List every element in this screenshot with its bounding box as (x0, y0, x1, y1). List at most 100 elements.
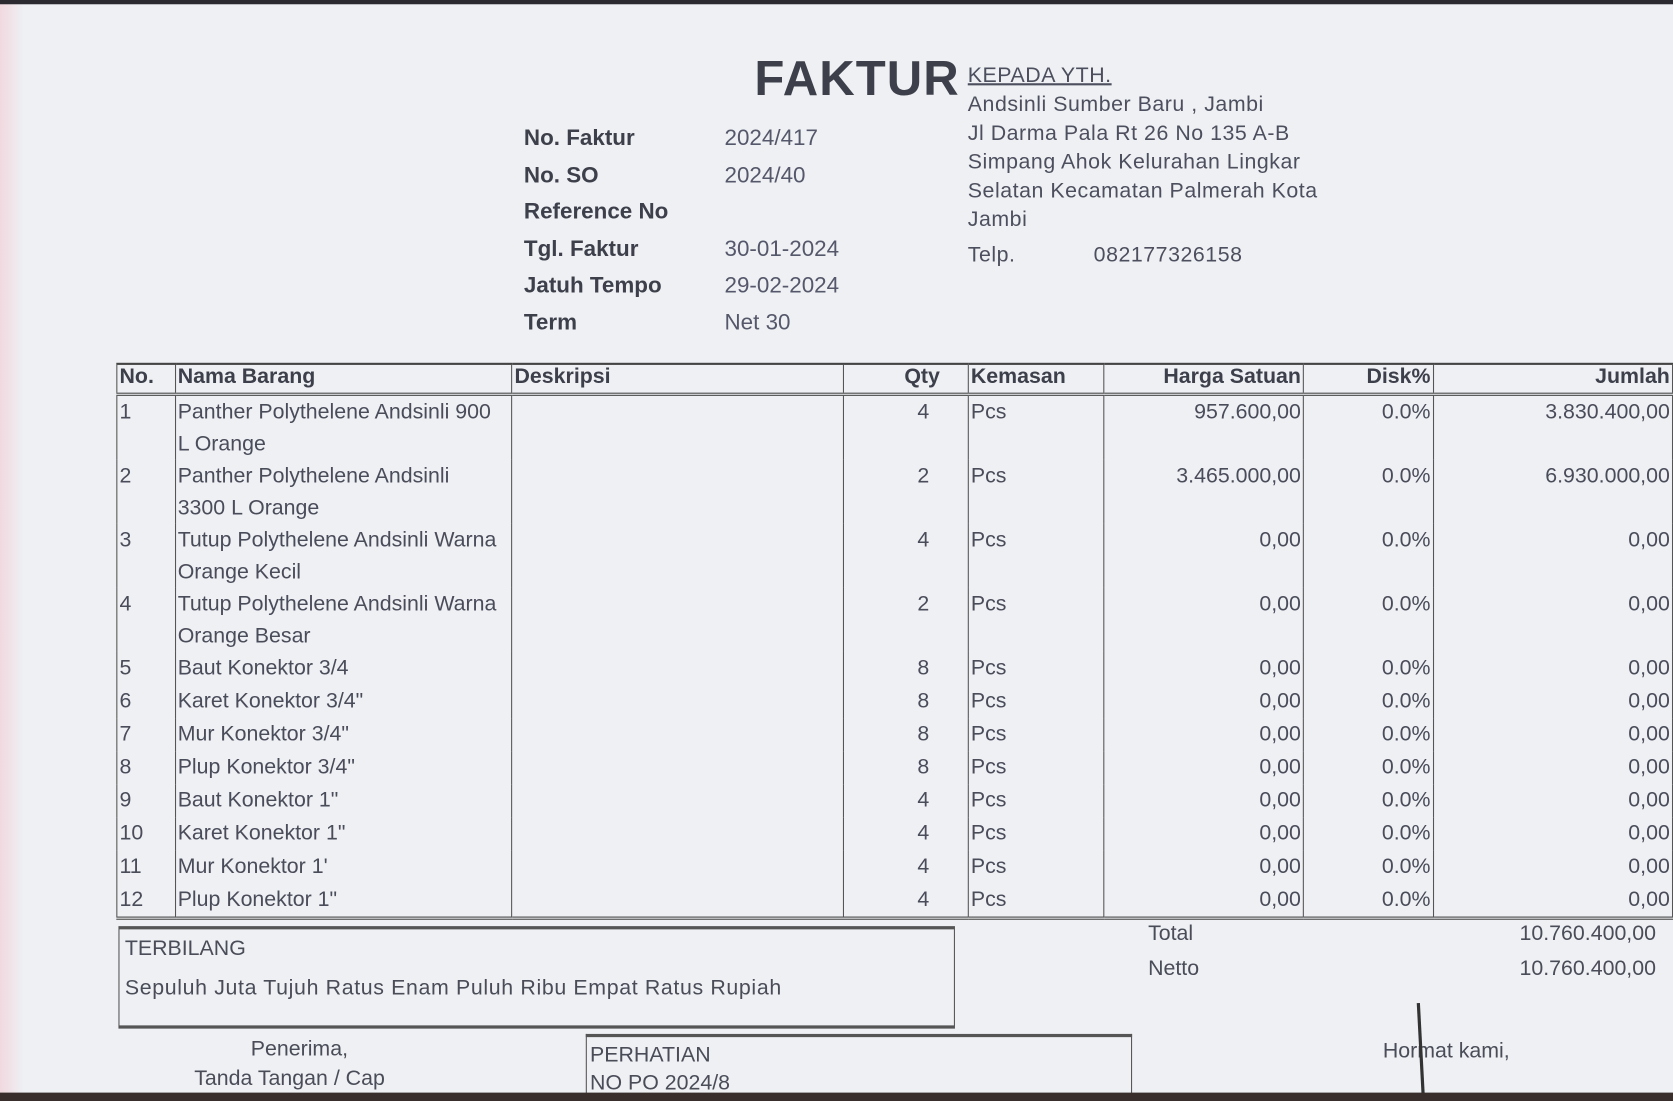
cell-name: Tutup Polythelene Andsinli Warna Orange … (174, 523, 513, 588)
cell-total: 0,00 (1432, 685, 1673, 719)
cell-total: 0,00 (1432, 817, 1673, 851)
meta-value: 30-01-2024 (724, 236, 840, 261)
signature-cap-label: Tanda Tangan / Cap (194, 1067, 385, 1091)
cell-qty: 4 (843, 850, 969, 884)
cell-no: 9 (116, 784, 176, 818)
cell-desc (511, 718, 845, 752)
cell-price: 3.465.000,00 (1103, 459, 1305, 524)
meta-label: Term (523, 309, 578, 335)
cell-name: Plup Konektor 3/4" (174, 751, 513, 785)
table-row: 1 Panther Polythelene Andsinli 900 L Ora… (116, 394, 1673, 460)
cell-desc (511, 459, 845, 524)
cell-qty: 4 (843, 784, 969, 818)
cell-name: Tutup Polythelene Andsinli Warna Orange … (174, 587, 513, 652)
cell-desc (511, 850, 845, 884)
col-qty: Qty (843, 362, 969, 396)
cell-no: 7 (116, 718, 176, 752)
cell-disc: 0.0% (1303, 817, 1434, 851)
cell-qty: 8 (843, 685, 969, 719)
cell-total: 0,00 (1432, 784, 1673, 818)
total-value: 10.760.400,00 (1519, 921, 1656, 946)
cell-unit: Pcs (967, 685, 1105, 719)
cell-disc: 0.0% (1303, 394, 1434, 460)
meta-row: Term Net 30 (524, 310, 839, 347)
cell-disc: 0.0% (1303, 850, 1434, 884)
cell-no: 3 (116, 523, 176, 588)
perhatian-label: PERHATIAN (590, 1043, 711, 1067)
cell-total: 6.930.000,00 (1432, 459, 1673, 524)
meta-value: 2024/40 (724, 162, 806, 188)
meta-label: Reference No (523, 199, 669, 225)
cell-price: 0,00 (1103, 751, 1305, 785)
cell-price: 957.600,00 (1103, 394, 1305, 460)
col-disc: Disk% (1303, 362, 1434, 396)
netto-value: 10.760.400,00 (1519, 957, 1656, 981)
phone-label: Telp. (967, 243, 1016, 267)
table-row: 9 Baut Konektor 1" 4 Pcs 0,00 0.0% 0,00 (116, 784, 1673, 818)
cell-desc (511, 784, 845, 818)
cell-desc (511, 587, 845, 652)
cell-name: Panther Polythelene Andsinli 900 L Orang… (174, 394, 513, 460)
cell-unit: Pcs (967, 850, 1105, 884)
cell-name: Panther Polythelene Andsinli 3300 L Oran… (174, 459, 513, 524)
cell-total: 0,00 (1432, 651, 1673, 686)
total-label: Total (1148, 921, 1194, 946)
cell-qty: 2 (843, 459, 969, 524)
table-row: 11 Mur Konektor 1' 4 Pcs 0,00 0.0% 0,00 (116, 850, 1673, 884)
items-table: No. Nama Barang Deskripsi Qty Kemasan Ha… (116, 362, 1673, 920)
cell-no: 5 (116, 651, 176, 686)
meta-label: Jatuh Tempo (523, 273, 662, 298)
table-row: 10 Karet Konektor 1" 4 Pcs 0,00 0.0% 0,0… (116, 817, 1673, 851)
cell-unit: Pcs (967, 751, 1105, 785)
cell-name: Mur Konektor 1' (174, 850, 513, 884)
cell-qty: 4 (843, 394, 969, 460)
cell-disc: 0.0% (1303, 459, 1434, 524)
cell-no: 12 (116, 883, 176, 920)
col-total: Jumlah (1432, 362, 1673, 396)
meta-label: No. Faktur (523, 125, 635, 151)
cell-qty: 2 (843, 587, 969, 652)
cell-unit: Pcs (967, 651, 1105, 686)
cell-unit: Pcs (967, 883, 1105, 920)
col-unit: Kemasan (967, 362, 1105, 396)
cell-name: Plup Konektor 1" (174, 883, 513, 920)
document-title: FAKTUR (754, 50, 960, 106)
cell-price: 0,00 (1103, 718, 1305, 752)
cell-unit: Pcs (967, 459, 1105, 524)
cell-unit: Pcs (967, 718, 1105, 752)
terbilang-box: TERBILANG Sepuluh Juta Tujuh Ratus Enam … (118, 926, 955, 1029)
address-line: Jambi (967, 208, 1028, 232)
cell-no: 2 (116, 459, 176, 524)
cell-no: 4 (116, 587, 176, 652)
meta-row: No. SO 2024/40 (524, 163, 839, 200)
col-desc: Deskripsi (511, 362, 845, 396)
meta-value: 2024/417 (724, 125, 818, 151)
cell-desc (511, 685, 845, 719)
address-line: Selatan Kecamatan Palmerah Kota (967, 179, 1318, 203)
cell-no: 6 (116, 685, 176, 719)
cell-name: Karet Konektor 1" (174, 817, 513, 851)
scan-edge-bottom (0, 1092, 1673, 1101)
cell-disc: 0.0% (1303, 523, 1434, 588)
meta-row: Tgl. Faktur 30-01-2024 (524, 236, 839, 273)
cell-total: 0,00 (1432, 587, 1673, 652)
cell-price: 0,00 (1103, 883, 1305, 920)
cell-qty: 4 (843, 817, 969, 851)
cell-name: Mur Konektor 3/4" (174, 718, 513, 752)
meta-value: 29-02-2024 (724, 273, 840, 298)
perhatian-box: PERHATIAN NO PO 2024/8 (585, 1033, 1133, 1101)
cell-disc: 0.0% (1303, 751, 1434, 785)
cell-price: 0,00 (1103, 784, 1305, 818)
cell-disc: 0.0% (1303, 587, 1434, 652)
penerima-label: Penerima, (250, 1037, 349, 1061)
cell-price: 0,00 (1103, 685, 1305, 719)
cell-no: 1 (116, 394, 176, 460)
table-row: 6 Karet Konektor 3/4" 8 Pcs 0,00 0.0% 0,… (116, 685, 1673, 719)
cell-name: Baut Konektor 3/4 (174, 651, 513, 686)
phone-value: 082177326158 (1093, 243, 1243, 267)
cell-disc: 0.0% (1303, 651, 1434, 686)
table-row: 12 Plup Konektor 1" 4 Pcs 0,00 0.0% 0,00 (116, 883, 1673, 920)
hormat-kami: Hormat kami, (1382, 1039, 1510, 1063)
phone-row: Telp. 082177326158 (968, 241, 1318, 270)
cell-qty: 8 (843, 651, 969, 686)
